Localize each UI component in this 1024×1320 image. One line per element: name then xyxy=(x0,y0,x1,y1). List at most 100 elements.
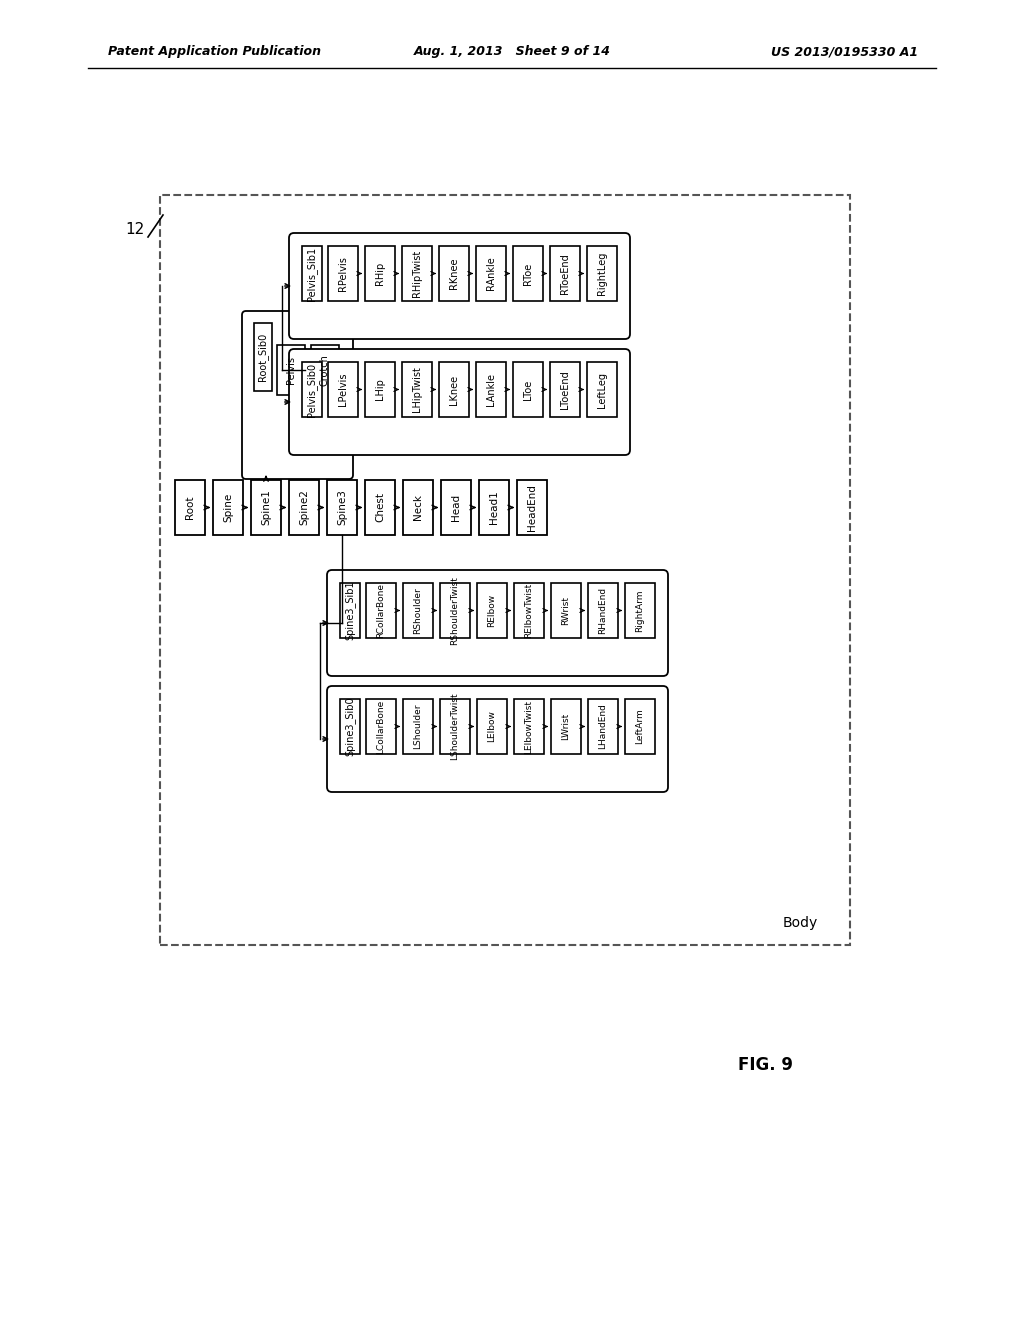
Text: RHip: RHip xyxy=(375,261,385,285)
Bar xyxy=(403,583,433,638)
Bar xyxy=(514,583,544,638)
Text: RKnee: RKnee xyxy=(449,257,459,289)
Bar xyxy=(327,480,357,535)
Text: Spine3_Sib1: Spine3_Sib1 xyxy=(344,581,355,640)
Bar xyxy=(440,583,470,638)
Text: 12: 12 xyxy=(126,223,145,238)
Bar xyxy=(476,246,506,301)
Text: HeadEnd: HeadEnd xyxy=(527,484,537,531)
Text: Head1: Head1 xyxy=(489,491,499,524)
Bar xyxy=(587,246,617,301)
Bar xyxy=(254,323,272,391)
Bar xyxy=(441,480,471,535)
Text: LHip: LHip xyxy=(375,379,385,400)
Text: LHipTwist: LHipTwist xyxy=(412,367,422,412)
FancyBboxPatch shape xyxy=(327,686,668,792)
Text: LToe: LToe xyxy=(523,379,534,400)
Text: RWrist: RWrist xyxy=(561,597,570,624)
Text: RHandEnd: RHandEnd xyxy=(598,587,607,634)
Text: LHandEnd: LHandEnd xyxy=(598,704,607,750)
Text: Spine: Spine xyxy=(223,492,233,523)
Text: Root: Root xyxy=(185,496,195,519)
Bar xyxy=(340,700,360,754)
Text: Body: Body xyxy=(782,916,817,931)
Text: RToeEnd: RToeEnd xyxy=(560,253,570,294)
Bar xyxy=(477,700,507,754)
Text: LeftArm: LeftArm xyxy=(636,709,644,744)
Bar xyxy=(366,583,396,638)
Text: LShoulderTwist: LShoulderTwist xyxy=(451,693,460,760)
Bar xyxy=(302,246,322,301)
Text: LKnee: LKnee xyxy=(449,375,459,404)
Bar xyxy=(588,583,618,638)
Bar xyxy=(550,246,580,301)
Text: RPelvis: RPelvis xyxy=(338,256,348,290)
Bar xyxy=(278,345,305,395)
FancyBboxPatch shape xyxy=(242,312,353,479)
Text: LeftLeg: LeftLeg xyxy=(597,371,607,408)
Bar xyxy=(551,700,581,754)
Bar xyxy=(551,583,581,638)
Text: RShoulderTwist: RShoulderTwist xyxy=(451,576,460,645)
Bar xyxy=(160,195,850,945)
Text: Patent Application Publication: Patent Application Publication xyxy=(108,45,321,58)
Bar xyxy=(402,246,432,301)
Bar xyxy=(403,700,433,754)
Text: Chest: Chest xyxy=(375,492,385,523)
Bar xyxy=(588,700,618,754)
Bar xyxy=(517,480,547,535)
Text: FIG. 9: FIG. 9 xyxy=(737,1056,793,1074)
Bar xyxy=(365,362,395,417)
Bar xyxy=(302,362,322,417)
Bar xyxy=(476,362,506,417)
Text: RightLeg: RightLeg xyxy=(597,252,607,296)
Bar xyxy=(289,480,319,535)
Text: Pelvis: Pelvis xyxy=(286,356,296,384)
Bar xyxy=(625,583,655,638)
Text: LWrist: LWrist xyxy=(561,713,570,741)
Bar xyxy=(328,246,358,301)
Bar xyxy=(365,246,395,301)
Bar xyxy=(402,362,432,417)
Bar xyxy=(175,480,205,535)
Text: Spine3_Sib0: Spine3_Sib0 xyxy=(344,697,355,756)
Text: LPelvis: LPelvis xyxy=(338,372,348,407)
Text: Pelvis_Sib0: Pelvis_Sib0 xyxy=(306,363,317,417)
Bar xyxy=(213,480,243,535)
Text: RightArm: RightArm xyxy=(636,589,644,632)
Text: RElbowTwist: RElbowTwist xyxy=(524,583,534,638)
Text: RToe: RToe xyxy=(523,263,534,285)
Text: Spine1: Spine1 xyxy=(261,490,271,525)
Text: LAnkle: LAnkle xyxy=(486,374,496,407)
Text: RHipTwist: RHipTwist xyxy=(412,249,422,297)
Text: RAnkle: RAnkle xyxy=(486,256,496,290)
Bar xyxy=(340,583,360,638)
Bar xyxy=(587,362,617,417)
Bar xyxy=(251,480,281,535)
Bar xyxy=(625,700,655,754)
Text: LElbow: LElbow xyxy=(487,710,497,742)
Text: Spine2: Spine2 xyxy=(299,490,309,525)
Bar xyxy=(365,480,395,535)
Bar xyxy=(550,362,580,417)
Bar xyxy=(311,345,339,395)
Bar xyxy=(514,700,544,754)
Bar xyxy=(440,700,470,754)
Text: Crotch: Crotch xyxy=(319,354,330,385)
Text: LElbowTwist: LElbowTwist xyxy=(524,700,534,754)
Text: RElbow: RElbow xyxy=(487,594,497,627)
Text: RShoulder: RShoulder xyxy=(414,587,423,634)
Bar xyxy=(328,362,358,417)
Bar xyxy=(403,480,433,535)
Text: LToeEnd: LToeEnd xyxy=(560,370,570,409)
Text: Head: Head xyxy=(451,494,461,521)
Text: LShoulder: LShoulder xyxy=(414,704,423,750)
FancyBboxPatch shape xyxy=(289,348,630,455)
Text: Pelvis_Sib1: Pelvis_Sib1 xyxy=(306,247,317,301)
Bar xyxy=(366,700,396,754)
Bar xyxy=(477,583,507,638)
Text: Neck: Neck xyxy=(413,495,423,520)
Text: US 2013/0195330 A1: US 2013/0195330 A1 xyxy=(771,45,918,58)
Text: Aug. 1, 2013   Sheet 9 of 14: Aug. 1, 2013 Sheet 9 of 14 xyxy=(414,45,610,58)
Bar xyxy=(479,480,509,535)
